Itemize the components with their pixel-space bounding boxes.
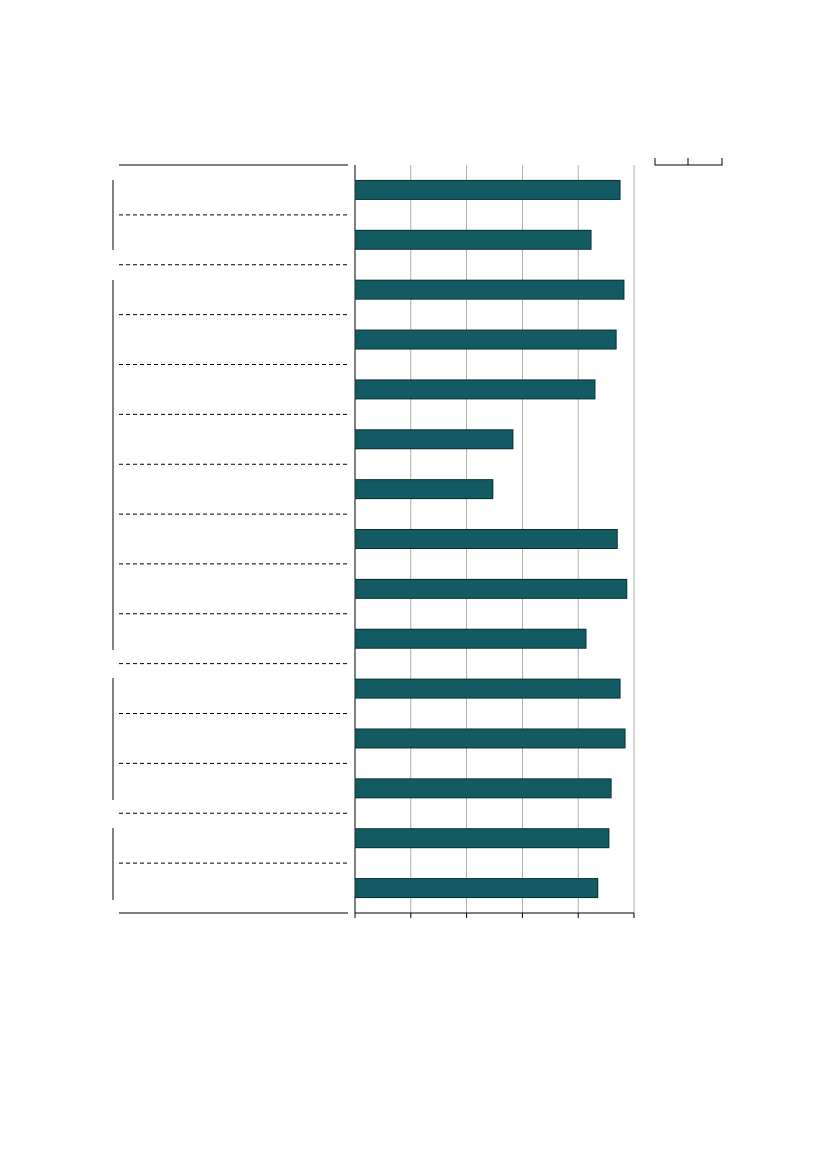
bar	[354, 678, 621, 699]
bar	[354, 479, 494, 500]
bar	[354, 828, 610, 849]
bar	[354, 229, 592, 250]
bar	[354, 279, 625, 300]
bar	[354, 429, 514, 450]
bar	[354, 529, 618, 549]
bar	[354, 578, 628, 599]
bar	[354, 878, 599, 899]
layout	[112, 158, 723, 914]
legend-box	[654, 158, 723, 166]
bar	[354, 179, 621, 200]
bar	[354, 628, 587, 649]
bar	[354, 329, 617, 350]
bar	[354, 379, 596, 400]
bar	[354, 728, 626, 749]
bar	[354, 778, 612, 799]
